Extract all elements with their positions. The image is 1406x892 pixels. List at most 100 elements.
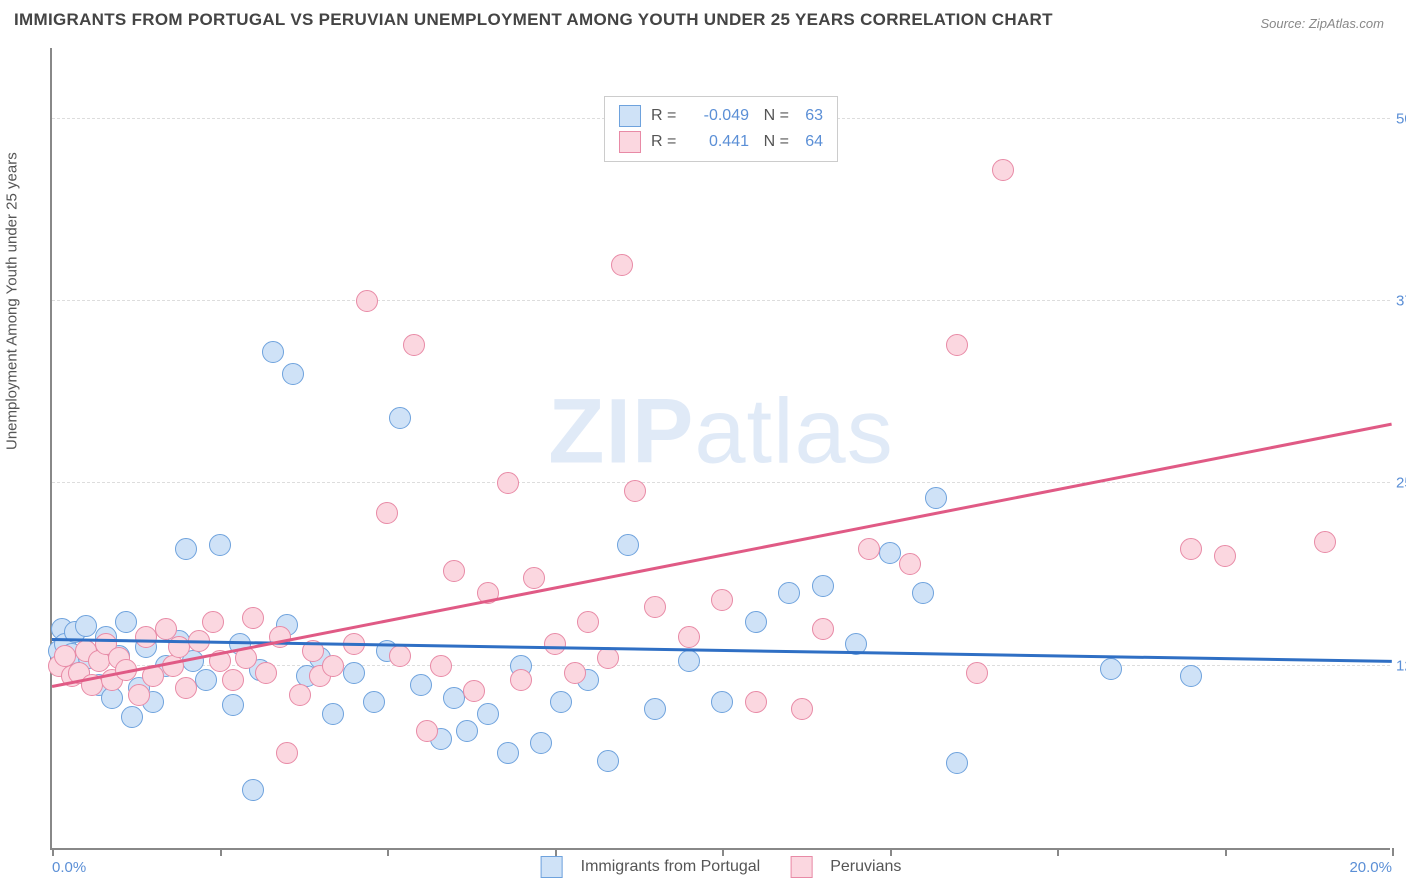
legend-row-portugal: R = -0.049 N = 63 [619, 103, 823, 129]
data-point-peruvians [222, 669, 244, 691]
data-point-portugal [363, 691, 385, 713]
x-tick [722, 848, 724, 856]
legend-item-peruvians: Peruvians [790, 856, 901, 878]
y-tick-label: 37.5% [1396, 293, 1406, 310]
data-point-peruvians [597, 647, 619, 669]
legend-label-portugal: Immigrants from Portugal [581, 858, 761, 876]
data-point-peruvians [1214, 545, 1236, 567]
data-point-peruvians [289, 684, 311, 706]
watermark: ZIPatlas [548, 380, 893, 485]
n-label: N = [749, 107, 789, 125]
data-point-peruvians [899, 553, 921, 575]
y-tick-label: 25.0% [1396, 475, 1406, 492]
data-point-peruvians [497, 472, 519, 494]
data-point-peruvians [1314, 531, 1336, 553]
data-point-peruvians [128, 684, 150, 706]
x-tick-label: 20.0% [1349, 859, 1392, 876]
data-point-portugal [530, 732, 552, 754]
y-tick-label: 50.0% [1396, 110, 1406, 127]
data-point-portugal [778, 582, 800, 604]
x-tick [52, 848, 54, 856]
data-point-peruvians [544, 633, 566, 655]
data-point-portugal [1100, 658, 1122, 680]
data-point-peruvians [322, 655, 344, 677]
r-value-peruvians: 0.441 [685, 133, 749, 151]
x-tick-label: 0.0% [52, 859, 86, 876]
data-point-portugal [75, 615, 97, 637]
x-tick [387, 848, 389, 856]
data-point-peruvians [624, 480, 646, 502]
n-value-portugal: 63 [789, 107, 823, 125]
data-point-portugal [644, 698, 666, 720]
data-point-portugal [477, 703, 499, 725]
data-point-portugal [1180, 665, 1202, 687]
data-point-portugal [946, 752, 968, 774]
data-point-peruvians [242, 607, 264, 629]
data-point-peruvians [1180, 538, 1202, 560]
data-point-peruvians [430, 655, 452, 677]
data-point-portugal [678, 650, 700, 672]
chart-title: IMMIGRANTS FROM PORTUGAL VS PERUVIAN UNE… [14, 10, 1053, 30]
r-value-portugal: -0.049 [685, 107, 749, 125]
legend-label-peruvians: Peruvians [830, 858, 901, 876]
r-label: R = [651, 107, 685, 125]
source-name: ZipAtlas.com [1309, 16, 1384, 31]
data-point-portugal [745, 611, 767, 633]
x-tick [220, 848, 222, 856]
source-attribution: Source: ZipAtlas.com [1260, 16, 1384, 31]
data-point-peruvians [611, 254, 633, 276]
data-point-portugal [617, 534, 639, 556]
data-point-peruvians [791, 698, 813, 720]
data-point-peruvians [946, 334, 968, 356]
data-point-peruvians [858, 538, 880, 560]
data-point-portugal [912, 582, 934, 604]
data-point-peruvians [564, 662, 586, 684]
swatch-peruvians [619, 131, 641, 153]
x-tick [555, 848, 557, 856]
n-value-peruvians: 64 [789, 133, 823, 151]
data-point-portugal [410, 674, 432, 696]
data-point-peruvians [812, 618, 834, 640]
data-point-portugal [121, 706, 143, 728]
data-point-portugal [282, 363, 304, 385]
data-point-portugal [262, 341, 284, 363]
data-point-peruvians [966, 662, 988, 684]
y-tick-label: 12.5% [1396, 657, 1406, 674]
data-point-peruvians [202, 611, 224, 633]
correlation-legend: R = -0.049 N = 63 R = 0.441 N = 64 [604, 96, 838, 162]
data-point-portugal [711, 691, 733, 713]
legend-row-peruvians: R = 0.441 N = 64 [619, 129, 823, 155]
data-point-portugal [115, 611, 137, 633]
gridline [52, 300, 1390, 301]
data-point-peruvians [175, 677, 197, 699]
series-legend: Immigrants from Portugal Peruvians [541, 856, 902, 878]
swatch-peruvians [790, 856, 812, 878]
data-point-portugal [209, 534, 231, 556]
data-point-portugal [242, 779, 264, 801]
data-point-peruvians [389, 645, 411, 667]
data-point-portugal [456, 720, 478, 742]
data-point-portugal [443, 687, 465, 709]
x-tick [1392, 848, 1394, 856]
data-point-portugal [497, 742, 519, 764]
data-point-portugal [343, 662, 365, 684]
data-point-peruvians [463, 680, 485, 702]
gridline [52, 482, 1390, 483]
n-label: N = [749, 133, 789, 151]
data-point-peruvians [255, 662, 277, 684]
data-point-peruvians [416, 720, 438, 742]
x-tick [1225, 848, 1227, 856]
data-point-peruvians [711, 589, 733, 611]
r-label: R = [651, 133, 685, 151]
data-point-peruvians [577, 611, 599, 633]
swatch-portugal [619, 105, 641, 127]
data-point-portugal [222, 694, 244, 716]
data-point-portugal [389, 407, 411, 429]
data-point-portugal [812, 575, 834, 597]
data-point-portugal [195, 669, 217, 691]
y-axis-label: Unemployment Among Youth under 25 years [4, 152, 21, 450]
source-prefix: Source: [1260, 16, 1308, 31]
data-point-peruvians [443, 560, 465, 582]
data-point-peruvians [992, 159, 1014, 181]
data-point-portugal [322, 703, 344, 725]
